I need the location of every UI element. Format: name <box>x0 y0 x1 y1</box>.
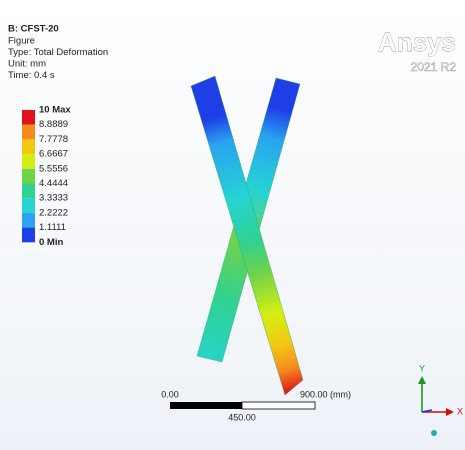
legend-swatch <box>22 154 35 169</box>
legend-swatch <box>22 213 35 228</box>
legend-swatch <box>22 139 35 154</box>
viewport: 10 Max 8.8889 7.7778 6.6667 5.5556 4.4444 3.33… <box>0 0 465 450</box>
legend-swatch <box>22 125 35 140</box>
scale-middle: 450.00 <box>228 412 256 422</box>
triad-ball <box>431 430 437 436</box>
legend-swatch <box>22 184 35 199</box>
legend-label: 1.1111 <box>39 222 66 233</box>
background <box>0 0 465 450</box>
legend-label: 5.5556 <box>39 163 68 174</box>
legend-label: 3.3333 <box>39 193 68 204</box>
legend-label: 4.4444 <box>39 178 68 189</box>
brand-version: 2021 R2 <box>411 60 457 74</box>
legend-label: 2.2222 <box>39 207 68 218</box>
brand-name: Ansys <box>378 27 456 57</box>
legend-swatch <box>22 169 35 184</box>
header-line: Figure <box>8 36 35 47</box>
legend-label: 8.8889 <box>39 119 68 130</box>
legend-label: 6.6667 <box>39 149 68 160</box>
legend-label: 0 Min <box>39 237 63 248</box>
header-line: Time: 0.4 s <box>8 70 55 81</box>
legend-swatch <box>22 198 35 213</box>
scale-bar-white <box>242 402 315 409</box>
header-title: B: CFST-20 <box>8 24 59 35</box>
triad-x: X <box>457 406 463 416</box>
legend-label: 7.7778 <box>39 134 68 145</box>
legend-swatch <box>22 228 35 243</box>
scale-right: 900.00 (mm) <box>300 389 351 399</box>
header-line: Type: Total Deformation <box>8 47 108 58</box>
legend-label: 10 Max <box>39 105 71 116</box>
scale-bar-black <box>170 402 242 409</box>
header-line: Unit: mm <box>8 59 46 70</box>
legend-swatch <box>22 110 35 125</box>
scale-left: 0.00 <box>161 389 179 399</box>
triad-y: Y <box>419 363 425 373</box>
